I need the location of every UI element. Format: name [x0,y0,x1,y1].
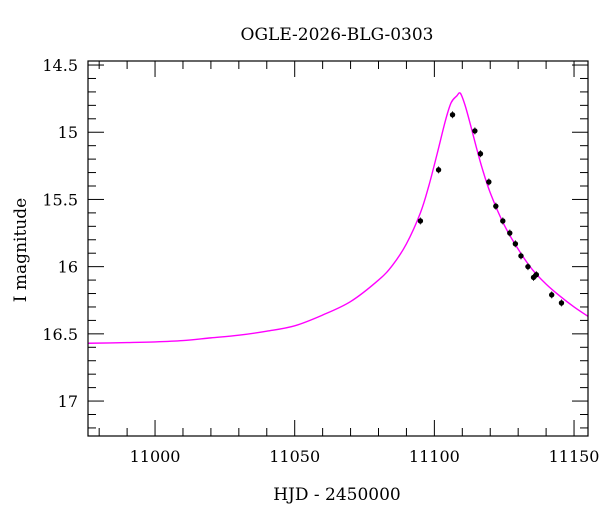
x-tick-label: 11050 [269,447,320,466]
x-tick-label: 11000 [130,447,181,466]
data-point [477,151,484,157]
chart-title: OGLE-2026-BLG-0303 [241,25,434,45]
y-tick-label: 15 [58,123,78,142]
data-point [500,218,506,224]
data-point [512,241,519,247]
data-point [435,167,442,173]
data-point [533,272,540,278]
model-curve [88,92,588,344]
x-axis-label: HJD - 2450000 [273,485,401,505]
data-point [518,253,524,259]
y-axis-label: I magnitude [11,198,31,302]
data-point [525,263,531,270]
x-tick-label: 11150 [549,447,600,466]
data-point [486,179,492,185]
data-point [493,203,499,209]
y-tick-label: 14.5 [42,56,78,75]
axes: 11000 11050 11100 11150 14.5 15 15.5 16 16.5 17 [42,56,599,466]
x-tick-label: 11100 [409,447,460,466]
y-tick-label: 16 [58,258,78,277]
data-point [417,218,424,224]
data-point [507,230,513,236]
y-tick-label: 16.5 [42,325,78,344]
data-point [548,292,555,298]
plot-frame [87,60,589,437]
y-tick-label: 15.5 [42,190,78,209]
data-point [472,128,478,134]
data-point [558,300,565,306]
plot-area [88,92,588,344]
y-tick-label: 17 [58,392,78,411]
data-point [449,112,456,118]
